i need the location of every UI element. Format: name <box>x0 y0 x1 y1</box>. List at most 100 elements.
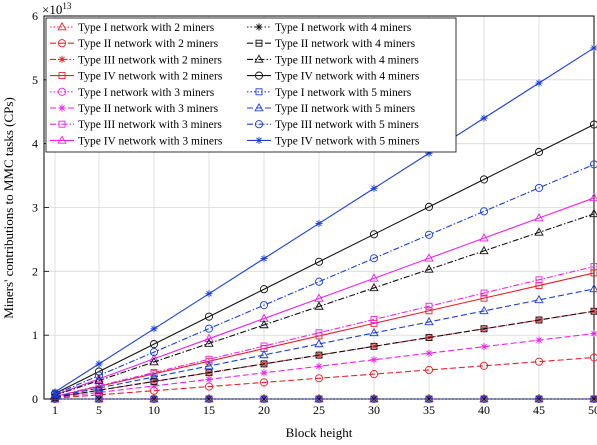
data-point <box>314 374 324 383</box>
data-point <box>589 192 597 202</box>
data-point <box>424 264 434 273</box>
series-8 <box>50 192 597 399</box>
data-point <box>95 386 103 394</box>
data-point <box>315 329 323 337</box>
data-point <box>315 219 323 228</box>
data-point <box>260 360 268 368</box>
data-point <box>150 395 158 403</box>
legend-label: Type I network with 4 miners <box>275 22 412 34</box>
data-point <box>590 329 597 338</box>
data-point <box>479 245 489 255</box>
data-point <box>425 149 433 157</box>
series-line <box>54 356 595 399</box>
data-point <box>589 353 597 362</box>
data-point <box>95 382 103 390</box>
data-point <box>534 147 544 157</box>
data-point <box>590 307 597 315</box>
data-point <box>150 325 158 333</box>
legend-entry: Type III network with 5 miners <box>247 119 419 131</box>
series-7 <box>51 263 597 400</box>
legend-entry: Type III network with 4 miners <box>247 54 419 66</box>
x-tick-label: 45 <box>533 403 545 417</box>
data-point <box>205 290 213 298</box>
data-point <box>424 365 434 375</box>
data-point <box>315 351 323 359</box>
y-multiplier-exponent: 13 <box>62 1 72 11</box>
legend-entry: Type II network with 3 miners <box>50 103 219 115</box>
legend-label: Type III network with 3 miners <box>78 119 222 131</box>
legend-label: Type I network with 3 miners <box>78 87 215 99</box>
data-point <box>259 301 269 310</box>
series-line <box>54 124 595 395</box>
legend-entry: Type IV network with 3 miners <box>50 135 223 147</box>
data-point <box>535 316 543 324</box>
data-point <box>479 207 489 216</box>
legend-marker <box>57 135 67 144</box>
x-axis-ticks: 1 5 10 15 20 25 30 35 40 45 50 <box>52 394 597 417</box>
data-point <box>369 327 379 337</box>
legend-entry: Type I network with 2 miners <box>50 21 215 34</box>
data-point <box>480 343 488 351</box>
data-point <box>204 324 214 333</box>
series-16 <box>51 44 597 396</box>
series-line <box>54 197 595 396</box>
legend-entry: Type II network with 5 miners <box>247 102 416 115</box>
data-point <box>94 371 104 380</box>
data-point <box>589 160 597 169</box>
series-4 <box>51 269 597 400</box>
data-point <box>589 283 597 293</box>
data-point <box>150 377 158 385</box>
data-point <box>369 282 379 292</box>
y-tick-label: 3 <box>32 201 38 215</box>
series-15 <box>50 160 597 399</box>
series-line <box>54 288 595 398</box>
data-point <box>95 395 103 403</box>
data-point <box>479 233 489 242</box>
legend-label: Type I network with 2 miners <box>78 22 215 34</box>
data-point <box>479 175 489 184</box>
data-point <box>589 208 597 218</box>
legend-marker <box>254 54 264 63</box>
data-point <box>534 183 544 192</box>
data-point <box>370 316 378 323</box>
data-point <box>150 382 158 390</box>
data-point <box>479 361 489 370</box>
data-point <box>369 273 379 282</box>
legend-marker <box>58 72 66 80</box>
data-point <box>51 395 59 403</box>
data-point <box>534 357 544 366</box>
data-point <box>424 316 434 326</box>
data-point <box>204 360 214 370</box>
y-tick-label: 0 <box>32 392 38 406</box>
data-point <box>424 253 434 262</box>
legend-box <box>45 17 457 153</box>
data-point <box>259 285 269 294</box>
data-point <box>370 319 378 327</box>
data-point <box>314 301 324 310</box>
data-point <box>204 333 214 342</box>
legend-label: Type II network with 4 miners <box>275 38 416 50</box>
legend-label: Type III network with 4 miners <box>275 54 419 66</box>
data-point <box>590 307 597 315</box>
data-point <box>480 294 488 302</box>
legend-entry: Type I network with 3 miners <box>50 87 215 99</box>
legend-marker <box>58 55 66 63</box>
x-tick-label: 5 <box>96 403 102 417</box>
legend-marker <box>255 136 263 144</box>
data-point <box>95 360 103 368</box>
data-point <box>149 348 159 357</box>
data-point <box>205 395 213 403</box>
data-point <box>425 334 433 342</box>
legend-label: Type II network with 2 miners <box>78 38 219 50</box>
legend-marker <box>254 102 264 112</box>
data-point <box>590 395 597 403</box>
x-tick-label: 1 <box>52 403 58 417</box>
data-point <box>149 340 159 349</box>
legend-entry: Type II network with 4 miners <box>247 38 416 50</box>
series-1 <box>50 393 597 403</box>
legend-marker <box>57 21 67 31</box>
legend-label: Type IV network with 3 miners <box>78 135 223 147</box>
data-point <box>260 254 268 263</box>
series-group <box>50 44 597 404</box>
